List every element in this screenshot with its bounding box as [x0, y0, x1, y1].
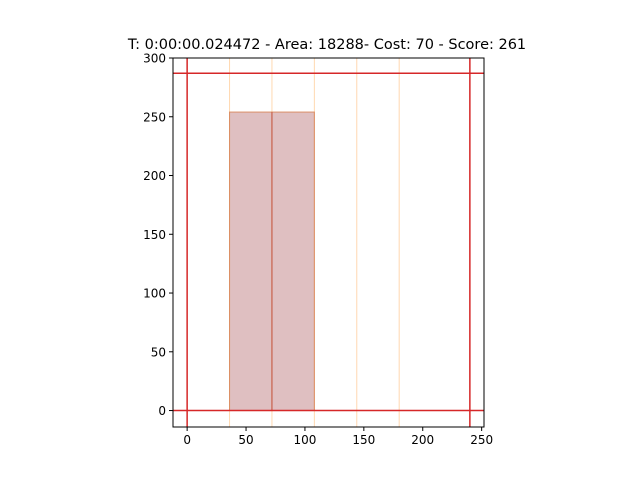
x-tick-label-3: 150	[352, 433, 375, 447]
x-tick-label-1: 50	[238, 433, 253, 447]
y-tick-label-2: 100	[143, 287, 166, 301]
axes-frame	[172, 57, 485, 428]
x-tick-label-4: 200	[411, 433, 434, 447]
y-tick-label-4: 200	[143, 169, 166, 183]
placed-rect-1	[271, 111, 315, 412]
y-tick-label-6: 300	[143, 52, 166, 66]
placed-rect-0	[229, 111, 273, 412]
chart-title: T: 0:00:00.024472 - Area: 18288- Cost: 7…	[127, 37, 526, 53]
x-tick-label-5: 250	[470, 433, 493, 447]
y-tick-label-1: 50	[151, 345, 166, 359]
axes: 0 50 100 150 200 250 0 50 100 150 200 250 300	[143, 52, 493, 448]
y-tick-label-3: 150	[143, 228, 166, 242]
y-tick-label-0: 0	[158, 404, 166, 418]
x-tick-label-2: 100	[293, 433, 316, 447]
plot-area	[173, 58, 484, 427]
x-tick-label-0: 0	[183, 433, 191, 447]
y-tick-label-5: 250	[143, 110, 166, 124]
